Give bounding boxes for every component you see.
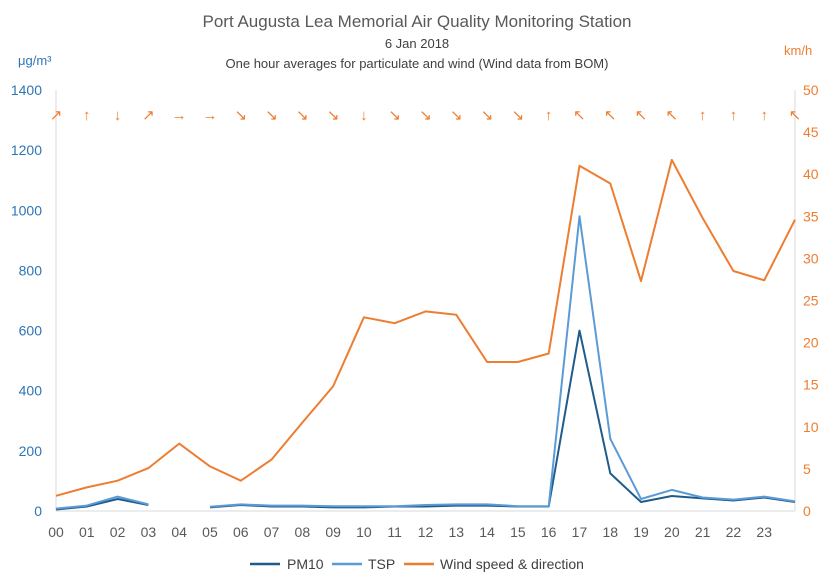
wind-direction-arrow: ↘ bbox=[234, 107, 247, 124]
y-right-tick-label: 0 bbox=[803, 503, 811, 519]
wind-direction-arrows: ↗ ↑ ↓ ↗ → → ↘ ↘ ↘ ↘ ↓ ↘ ↘ ↘ ↘ ↘ ↑ ↖ ↖ ↖ ↖ ↑ ↑ ↑ ↖ bbox=[50, 107, 802, 124]
wind-direction-arrow: ↑ bbox=[83, 107, 91, 124]
wind-direction-arrow: ↘ bbox=[265, 107, 278, 124]
chart-title: Port Augusta Lea Memorial Air Quality Mo… bbox=[203, 12, 632, 31]
x-tick-label: 07 bbox=[264, 524, 280, 540]
y-left-tick-label: 1400 bbox=[11, 82, 42, 98]
wind-direction-arrow: ↑ bbox=[760, 107, 768, 124]
x-tick-label: 03 bbox=[141, 524, 157, 540]
x-tick-label: 14 bbox=[479, 524, 495, 540]
series-lines bbox=[55, 158, 796, 511]
y-right-unit-label: km/h bbox=[784, 43, 812, 58]
wind-direction-arrow: ↖ bbox=[604, 107, 617, 124]
x-tick-label: 08 bbox=[295, 524, 311, 540]
wind-direction-arrow: → bbox=[202, 107, 217, 124]
y-right-tick-label: 30 bbox=[803, 250, 819, 266]
y-left-tick-label: 1000 bbox=[11, 202, 42, 218]
y-right-tick-label: 25 bbox=[803, 293, 819, 309]
y-left-tick-label: 200 bbox=[19, 443, 43, 459]
wind-direction-arrow: ↘ bbox=[481, 107, 494, 124]
legend-label-wind: Wind speed & direction bbox=[440, 556, 584, 572]
wind-direction-arrow: ↖ bbox=[635, 107, 648, 124]
y-left-tick-label: 800 bbox=[19, 262, 43, 278]
wind-direction-arrow: ↘ bbox=[419, 107, 432, 124]
chart-subtitle: One hour averages for particulate and wi… bbox=[226, 56, 609, 71]
wind-direction-arrow: ↓ bbox=[114, 107, 122, 124]
wind-speed-direction-line bbox=[55, 158, 796, 497]
x-tick-label: 06 bbox=[233, 524, 249, 540]
x-tick-label: 20 bbox=[664, 524, 680, 540]
legend: PM10 TSP Wind speed & direction bbox=[250, 556, 584, 572]
y-left-tick-label: 1200 bbox=[11, 142, 42, 158]
x-tick-label: 12 bbox=[418, 524, 434, 540]
wind-direction-arrow: ↑ bbox=[730, 107, 738, 124]
wind-direction-arrow: ↗ bbox=[142, 107, 155, 124]
legend-label-pm10: PM10 bbox=[287, 556, 324, 572]
x-tick-label: 05 bbox=[202, 524, 218, 540]
wind-direction-arrow: → bbox=[172, 107, 187, 124]
pm10-line bbox=[209, 329, 796, 509]
y-left-unit-label: μg/m³ bbox=[18, 53, 52, 68]
wind-direction-arrow: ↖ bbox=[789, 107, 802, 124]
x-tick-label: 10 bbox=[356, 524, 372, 540]
x-tick-label: 22 bbox=[726, 524, 742, 540]
x-tick-label: 16 bbox=[541, 524, 557, 540]
y-right-tick-label: 15 bbox=[803, 377, 819, 393]
x-tick-label: 04 bbox=[171, 524, 187, 540]
y-left-tick-label: 600 bbox=[19, 323, 43, 339]
x-tick-label: 11 bbox=[387, 524, 402, 540]
wind-direction-arrow: ↘ bbox=[296, 107, 309, 124]
tsp-line bbox=[209, 215, 796, 508]
wind-direction-arrow: ↑ bbox=[545, 107, 553, 124]
x-ticks: 00 01 02 03 04 05 06 07 08 09 10 11 12 13 14 15 16 17 18 19… bbox=[48, 524, 772, 540]
wind-direction-arrow: ↘ bbox=[512, 107, 525, 124]
wind-direction-arrow: ↑ bbox=[699, 107, 707, 124]
wind-direction-arrow: ↖ bbox=[573, 107, 586, 124]
wind-direction-arrow: ↗ bbox=[50, 107, 63, 124]
x-tick-label: 00 bbox=[48, 524, 64, 540]
chart-date: 6 Jan 2018 bbox=[385, 36, 449, 51]
x-tick-label: 19 bbox=[633, 524, 649, 540]
wind-direction-arrow: ↓ bbox=[360, 107, 368, 124]
y-left-tick-label: 0 bbox=[34, 503, 42, 519]
x-tick-label: 18 bbox=[602, 524, 618, 540]
x-tick-label: 23 bbox=[756, 524, 772, 540]
wind-direction-arrow: ↘ bbox=[450, 107, 463, 124]
wind-direction-arrow: ↘ bbox=[388, 107, 401, 124]
x-tick-label: 09 bbox=[325, 524, 341, 540]
x-tick-label: 01 bbox=[79, 524, 95, 540]
y-right-tick-label: 40 bbox=[803, 166, 819, 182]
wind-direction-arrow: ↖ bbox=[666, 107, 679, 124]
x-tick-label: 15 bbox=[510, 524, 526, 540]
x-tick-label: 13 bbox=[449, 524, 465, 540]
legend-label-tsp: TSP bbox=[368, 556, 395, 572]
x-tick-label: 21 bbox=[695, 524, 711, 540]
x-tick-label: 02 bbox=[110, 524, 126, 540]
wind-direction-arrow: ↘ bbox=[327, 107, 340, 124]
x-tick-label: 17 bbox=[572, 524, 588, 540]
y-right-tick-label: 45 bbox=[803, 124, 819, 140]
y-right-tick-label: 10 bbox=[803, 419, 819, 435]
y-right-tick-label: 20 bbox=[803, 335, 819, 351]
y-right-ticks: 0 5 10 15 20 25 30 35 40 45 50 bbox=[803, 82, 819, 519]
y-right-tick-label: 35 bbox=[803, 208, 819, 224]
tsp-line bbox=[55, 495, 149, 510]
y-right-tick-label: 50 bbox=[803, 82, 819, 98]
y-left-tick-label: 400 bbox=[19, 383, 43, 399]
y-left-ticks: 0 200 400 600 800 1000 1200 1400 bbox=[11, 82, 42, 519]
y-right-tick-label: 5 bbox=[803, 461, 811, 477]
